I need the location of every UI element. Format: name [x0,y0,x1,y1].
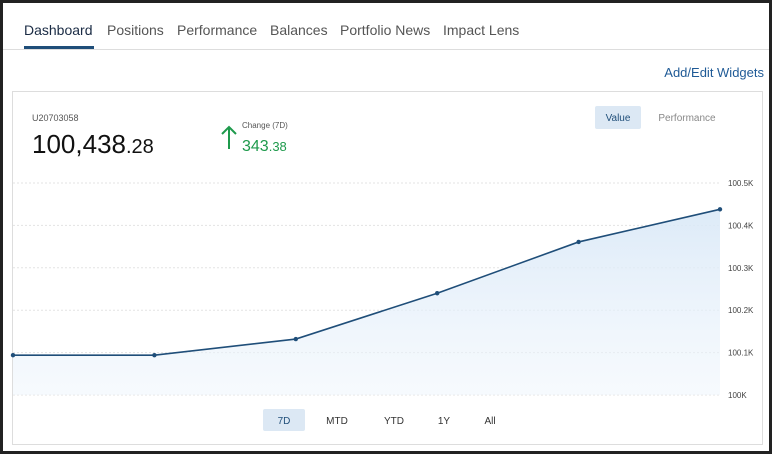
point [152,352,157,358]
add-edit-widgets-link[interactable]: Add/Edit Widgets [664,65,764,80]
point [576,239,581,245]
nav-tab[interactable]: Portfolio News [340,22,431,38]
separator [3,49,769,50]
up-arrow-icon [221,125,237,149]
y-tick-label: 100K [728,391,747,400]
toggle-button[interactable]: Value [606,113,631,124]
toggle-selected-bg [595,106,641,129]
point [293,336,298,342]
change-main: 343 [242,138,269,155]
point [10,352,16,358]
account-value: 100,438.28 [32,129,154,159]
nav-tab[interactable]: Balances [270,22,328,38]
range-button[interactable]: All [484,416,495,427]
change-cents: .38 [269,139,287,154]
point [435,291,440,296]
range-button[interactable]: YTD [384,416,404,427]
active-tab-indicator [24,46,94,49]
range-button[interactable]: 7D [278,416,291,427]
change-value: 343.38 [242,138,287,155]
value-main: 100,438 [32,129,126,159]
line [13,208,721,356]
nav-tab[interactable]: Positions [107,22,164,38]
nav-tab[interactable]: Performance [177,22,258,38]
y-tick-label: 100.4K [728,221,754,230]
range-button[interactable]: MTD [326,416,348,427]
y-tick-label: 100.2K [728,306,754,315]
y-tick-label: 100.5K [728,179,754,188]
range-button[interactable]: 1Y [438,416,451,427]
area [13,209,720,395]
nav-tab[interactable]: Dashboard [24,22,93,38]
chart: U20703058 100,438.28 Change (7D) 343.38 … [10,106,754,431]
value-cents: .28 [126,136,154,158]
change-label: Change (7D) [242,121,288,130]
account-id: U20703058 [32,113,79,123]
nav-tab[interactable]: Impact Lens [443,22,520,38]
point [717,207,723,212]
range-selected-bg [263,409,305,431]
y-tick-label: 100.3K [728,264,754,273]
toggle-button[interactable]: Performance [658,113,716,124]
y-tick-label: 100.1K [728,349,754,358]
